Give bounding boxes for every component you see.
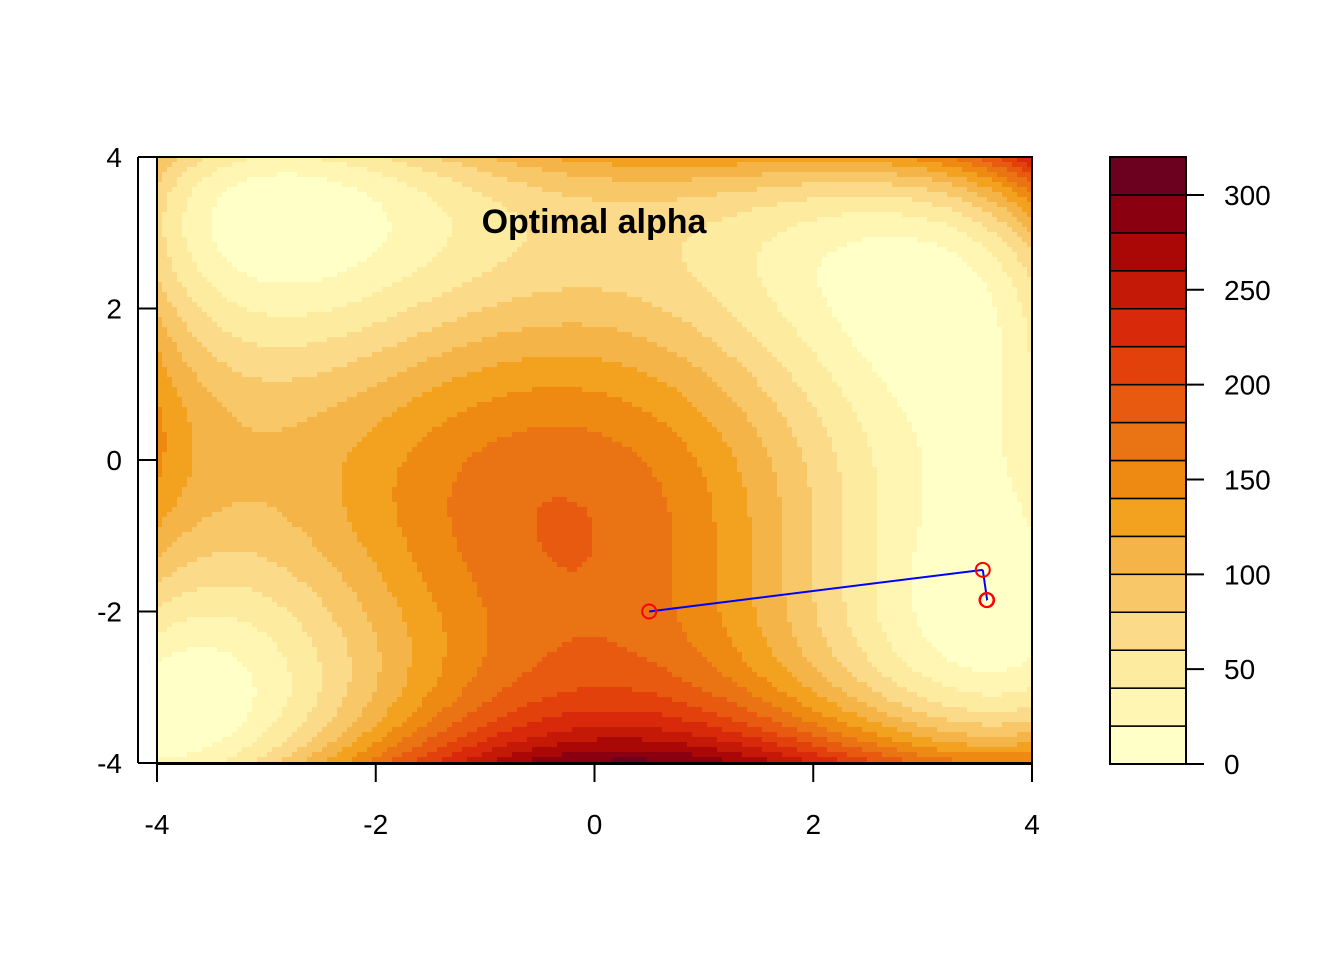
colorbar-tick-label: 200	[1224, 370, 1271, 401]
colorbar-tick-label: 100	[1224, 559, 1271, 590]
colorbar-swatch	[1110, 385, 1186, 423]
x-tick-label: 2	[805, 809, 821, 840]
colorbar-legend: 0 50 100 150 200 250 300	[1110, 157, 1271, 780]
colorbar-swatch	[1110, 574, 1186, 612]
colorbar-swatch	[1110, 688, 1186, 726]
colorbar-swatch	[1110, 423, 1186, 461]
colorbar-tick-label: 150	[1224, 464, 1271, 495]
y-tick-label: 0	[106, 445, 122, 476]
y-tick-label: 4	[106, 142, 122, 173]
x-tick-label: -4	[145, 809, 170, 840]
colorbar-tick-label: 300	[1224, 180, 1271, 211]
colorbar-swatch	[1110, 461, 1186, 499]
colorbar-tick-label: 0	[1224, 749, 1240, 780]
colorbar-swatch	[1110, 195, 1186, 233]
x-tick-label: -2	[363, 809, 388, 840]
x-tick-label: 4	[1024, 809, 1040, 840]
chart-title: Optimal alpha	[482, 203, 708, 241]
colorbar-tick-label: 250	[1224, 275, 1271, 306]
y-axis: 4 2 0 -2 -4	[97, 142, 157, 779]
colorbar-swatch	[1110, 650, 1186, 688]
colorbar-swatch	[1110, 309, 1186, 347]
y-tick-label: 2	[106, 294, 122, 325]
contour-fill-layer	[157, 157, 1033, 764]
colorbar-tick-label: 50	[1224, 654, 1255, 685]
colorbar-swatch	[1110, 233, 1186, 271]
colorbar-swatch	[1110, 536, 1186, 574]
colorbar-swatch	[1110, 271, 1186, 309]
colorbar-swatch	[1110, 498, 1186, 536]
colorbar-swatch	[1110, 347, 1186, 385]
colorbar-swatch	[1110, 726, 1186, 764]
colorbar-swatch	[1110, 157, 1186, 195]
y-tick-label: -4	[97, 748, 122, 779]
y-tick-label: -2	[97, 597, 122, 628]
colorbar-swatch	[1110, 612, 1186, 650]
x-axis: -4 -2 0 2 4	[145, 764, 1040, 840]
x-tick-label: 0	[587, 809, 603, 840]
